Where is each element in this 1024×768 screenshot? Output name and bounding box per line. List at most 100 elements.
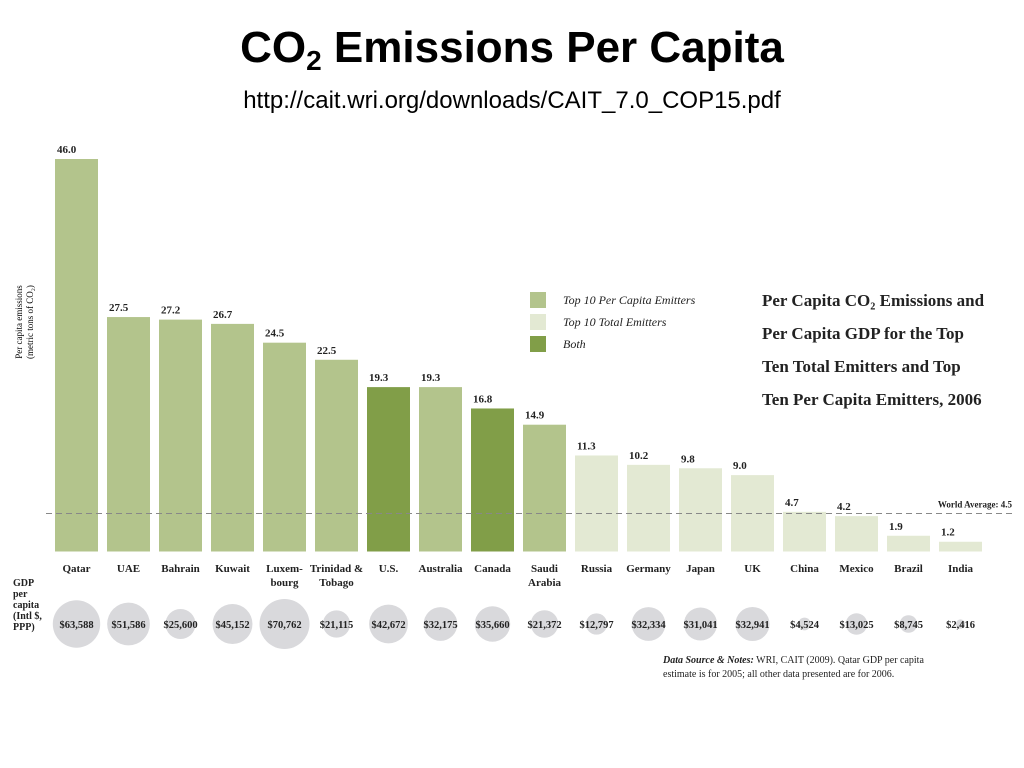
- gdp-value-label: $63,588: [59, 620, 93, 631]
- bar: [679, 468, 722, 552]
- slide-title: CO2 Emissions Per Capita: [240, 23, 784, 76]
- gdp-bubble: [631, 607, 666, 641]
- gdp-bubble: [474, 606, 511, 642]
- gdp-value-label: $21,115: [320, 620, 354, 631]
- gdp-bubble: [899, 615, 918, 633]
- gdp-bubble: [259, 599, 310, 649]
- gdp-value-label: $32,941: [735, 620, 769, 631]
- chart-title-line: Per Capita GDP for the Top: [762, 324, 964, 343]
- bar: [523, 424, 566, 552]
- bar: [887, 535, 930, 552]
- gdp-value-label: $21,372: [527, 620, 561, 631]
- category-label: Bahrain: [161, 563, 200, 575]
- bar: [939, 541, 982, 552]
- bar: [211, 323, 254, 552]
- bar-value-label: 19.3: [369, 372, 389, 384]
- legend-swatch: [530, 292, 546, 308]
- bar-value-label: 4.2: [837, 501, 851, 513]
- bar: [107, 317, 150, 552]
- legend-swatch: [530, 336, 546, 352]
- bar: [159, 319, 202, 552]
- bar-value-label: 1.9: [889, 521, 903, 533]
- emissions-chart: Per capita emissions(metric tons of CO₂)…: [13, 144, 1014, 680]
- gdp-bubble: [423, 607, 458, 641]
- gdp-value-label: $51,586: [111, 620, 145, 631]
- legend-label: Top 10 Total Emitters: [563, 315, 667, 329]
- bar-value-label: 10.2: [629, 450, 649, 462]
- category-label: UK: [744, 563, 761, 575]
- gdp-value-label: $35,660: [475, 620, 509, 631]
- category-label: Russia: [581, 563, 613, 575]
- gdp-bubble: [798, 617, 811, 631]
- bar: [783, 511, 826, 552]
- gdp-value-label: $42,672: [371, 620, 405, 631]
- gdp-value-label: $13,025: [839, 620, 873, 631]
- gdp-value-label: $25,600: [163, 620, 197, 631]
- bar: [575, 455, 618, 552]
- category-label: Australia: [419, 563, 464, 575]
- category-label: Japan: [686, 563, 715, 575]
- category-label: Saudi Arabia: [528, 563, 562, 589]
- bar-value-label: 14.9: [525, 410, 545, 422]
- category-label: Germany: [626, 563, 671, 575]
- legend-label: Both: [563, 337, 586, 351]
- source-notes: Data Source & Notes: WRI, CAIT (2009). Q…: [662, 655, 924, 666]
- bar-value-label: 9.8: [681, 453, 695, 465]
- category-label: Luxem-bourg: [266, 563, 303, 589]
- gdp-bubble: [845, 613, 868, 635]
- gdp-bubble: [212, 604, 253, 644]
- gdp-value-label: $31,041: [683, 620, 717, 631]
- bar-value-label: 16.8: [473, 393, 493, 405]
- y-axis-label: Per capita emissions(metric tons of CO₂): [14, 285, 35, 359]
- bar: [263, 342, 306, 552]
- gdp-bubble: [52, 600, 101, 648]
- gdp-value-label: $4,524: [790, 620, 820, 631]
- category-label: Qatar: [62, 563, 90, 575]
- gdp-bubble: [683, 607, 718, 641]
- legend-swatch: [530, 314, 546, 330]
- gdp-value-label: $8,745: [894, 620, 923, 631]
- gdp-value-label: $2,416: [946, 620, 975, 631]
- category-label: Mexico: [839, 563, 874, 575]
- bar: [471, 408, 514, 552]
- category-label: Trinidad & Tobago: [310, 563, 363, 589]
- chart-title-line: Ten Total Emitters and Top: [762, 357, 961, 376]
- gdp-bubble: [369, 604, 408, 644]
- gdp-value-label: $32,334: [631, 620, 666, 631]
- bar: [627, 464, 670, 552]
- bar-value-label: 1.2: [941, 527, 955, 539]
- gdp-bubble: [735, 606, 770, 642]
- gdp-bubble: [955, 619, 966, 629]
- legend-label: Top 10 Per Capita Emitters: [563, 293, 696, 307]
- chart-title-line: Per Capita CO₂ Emissions and: [762, 291, 985, 310]
- bar-value-label: 46.0: [57, 144, 77, 156]
- gdp-value-label: $45,152: [215, 620, 249, 631]
- category-label: Kuwait: [215, 563, 250, 575]
- bar-value-label: 24.5: [265, 328, 285, 340]
- bar-value-label: 9.0: [733, 460, 747, 472]
- gdp-row-label: GDP per capita (Intl $, PPP): [13, 578, 42, 633]
- bar-value-label: 19.3: [421, 372, 441, 384]
- bar-value-label: 27.2: [161, 305, 181, 317]
- bar: [367, 387, 410, 552]
- source-url: http://cait.wri.org/downloads/CAIT_7.0_C…: [243, 87, 781, 114]
- bar: [315, 359, 358, 552]
- bar-value-label: 11.3: [577, 440, 596, 452]
- category-label: India: [948, 563, 974, 575]
- gdp-bubble: [165, 608, 196, 640]
- category-label: China: [790, 563, 819, 575]
- gdp-bubble: [530, 610, 559, 638]
- bar: [55, 159, 98, 552]
- bar-value-label: 22.5: [317, 345, 337, 357]
- world-average-label: World Average: 4.5: [938, 500, 1013, 510]
- bar-value-label: 27.5: [109, 302, 129, 314]
- category-label: Canada: [474, 563, 511, 575]
- gdp-value-label: $12,797: [579, 620, 613, 631]
- gdp-value-label: $32,175: [423, 620, 457, 631]
- category-label: UAE: [117, 563, 140, 575]
- category-label: U.S.: [379, 563, 399, 575]
- chart-title-line: Ten Per Capita Emitters, 2006: [762, 390, 982, 409]
- bar: [419, 387, 462, 552]
- gdp-value-label: $70,762: [267, 620, 301, 631]
- bar-value-label: 4.7: [785, 497, 799, 509]
